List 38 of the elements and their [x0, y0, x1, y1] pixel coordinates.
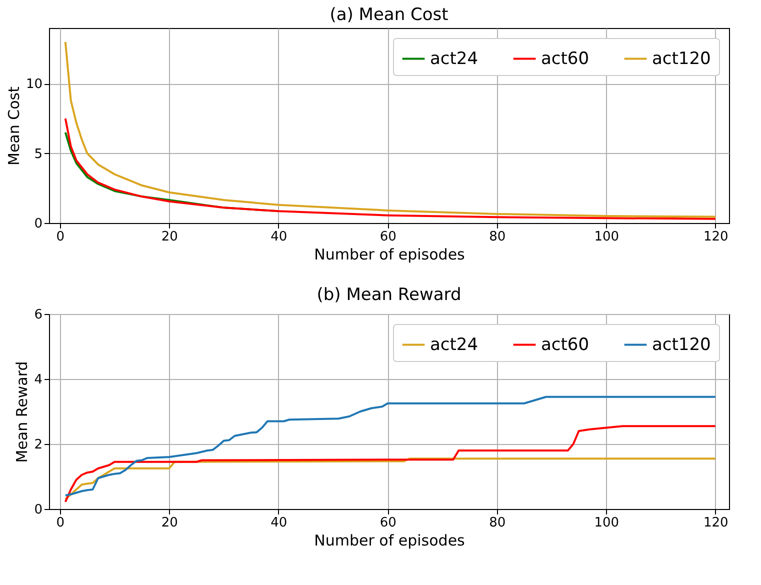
- legend-label: act120: [652, 334, 711, 355]
- y-tick-label: 4: [34, 372, 42, 388]
- x-tick-label: 20: [161, 230, 178, 244]
- legend-label: act60: [541, 48, 590, 69]
- y-tick-label: 10: [26, 77, 42, 92]
- y-axis-title: Mean Reward: [13, 361, 32, 463]
- x-tick-label: 120: [703, 230, 728, 244]
- chart-title: (b) Mean Reward: [316, 285, 462, 305]
- x-tick-label: 60: [380, 230, 396, 244]
- x-tick-label: 100: [594, 230, 620, 244]
- x-tick-label: 80: [489, 516, 506, 530]
- y-tick-label: 0: [34, 216, 42, 232]
- x-axis-title: Number of episodes: [314, 532, 466, 550]
- x-tick-label: 120: [703, 516, 728, 530]
- x-tick-label: 100: [594, 516, 620, 530]
- legend-label: act60: [541, 334, 590, 355]
- x-axis-title: Number of episodes: [314, 246, 466, 264]
- line-series: [64, 118, 716, 220]
- y-tick-label: 0: [34, 502, 42, 518]
- line-series: [64, 425, 716, 503]
- chart-title: (a) Mean Cost: [330, 5, 449, 25]
- legend-label: act24: [430, 48, 478, 69]
- x-tick-label: 0: [56, 516, 65, 530]
- y-axis-title: Mean Cost: [4, 86, 23, 166]
- x-tick-label: 0: [56, 230, 65, 244]
- y-tick-label: 2: [34, 438, 42, 452]
- x-tick-label: 80: [489, 230, 506, 244]
- line-series: [64, 40, 716, 218]
- x-tick-label: 40: [270, 230, 288, 244]
- legend-label: act120: [652, 48, 711, 69]
- x-tick-label: 60: [380, 516, 396, 530]
- line-series: [64, 458, 716, 500]
- x-tick-label: 40: [270, 516, 288, 530]
- y-tick-label: 5: [34, 146, 42, 162]
- y-tick-label: 6: [34, 308, 42, 322]
- x-tick-label: 20: [161, 516, 178, 530]
- legend-label: act24: [430, 334, 478, 355]
- line-series: [64, 396, 716, 496]
